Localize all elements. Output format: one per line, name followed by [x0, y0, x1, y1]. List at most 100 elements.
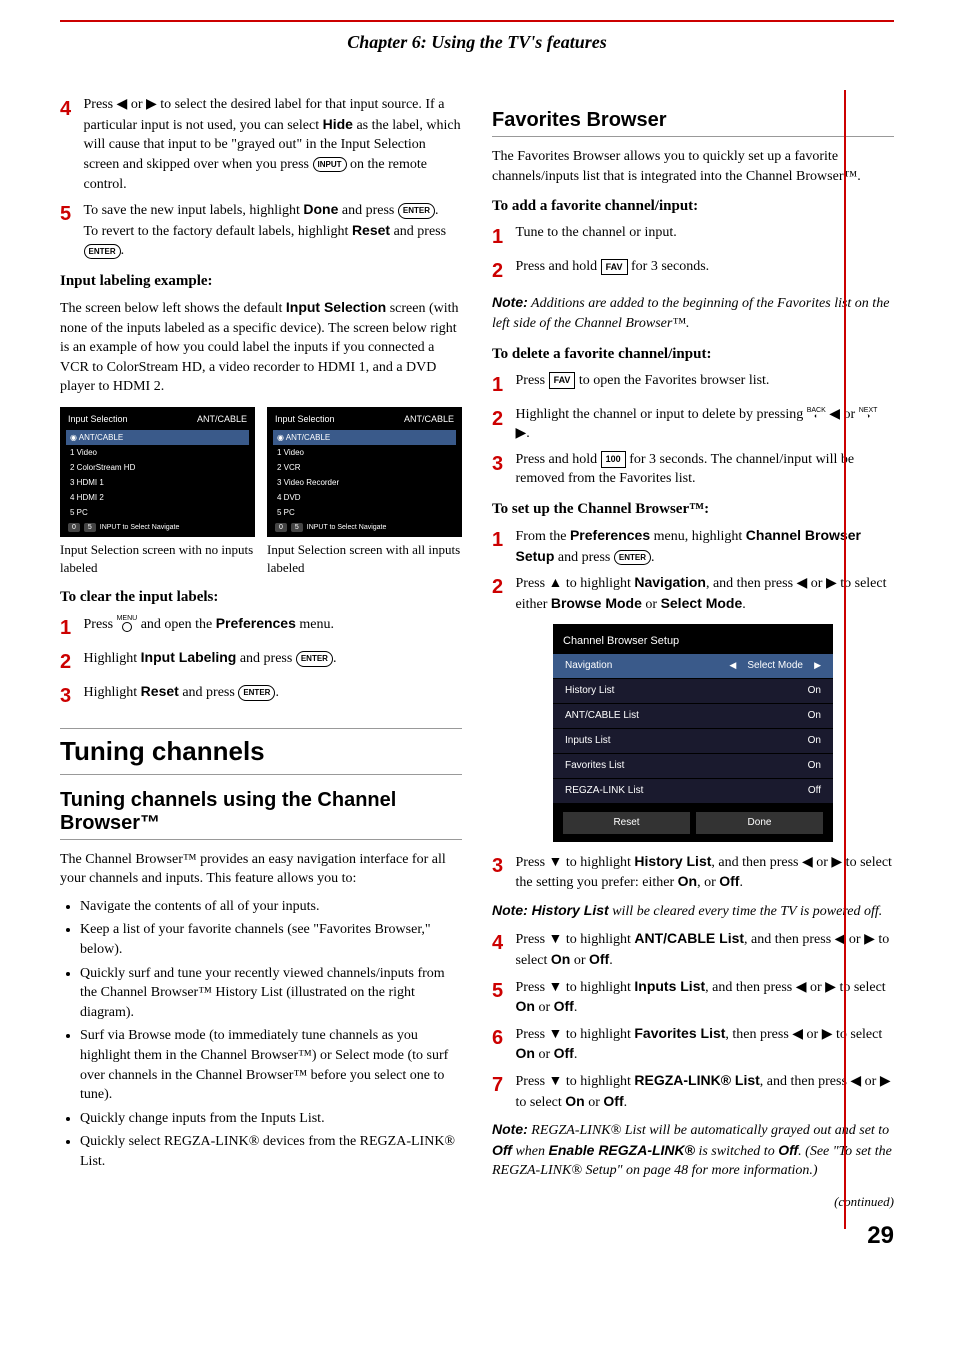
- menu-button-icon: MENU: [117, 616, 138, 635]
- text: .: [609, 953, 613, 968]
- menu-title: Channel Browser Setup: [553, 630, 833, 653]
- setup-browser-heading: To set up the Channel Browser™:: [492, 499, 894, 520]
- text: and open the: [137, 617, 216, 632]
- text: or: [570, 953, 589, 968]
- note-label: Note:: [492, 294, 528, 310]
- step-number: 7: [492, 1071, 512, 1099]
- menu-reset-button: Reset: [563, 812, 690, 834]
- text: Press ▼ to highlight: [516, 1027, 635, 1042]
- note-regzalink: Note: REGZA-LINK® List will be automatic…: [492, 1120, 894, 1181]
- setup-step-2: 2 Press ▲ to highlight Navigation, and t…: [492, 573, 894, 614]
- step-number: 2: [60, 648, 80, 676]
- reset-label: Reset: [352, 222, 390, 238]
- tuning-intro: The Channel Browser™ provides an easy na…: [60, 850, 462, 889]
- text: The screen below left shows the default: [60, 301, 286, 316]
- input-labeling-example-heading: Input labeling example:: [60, 271, 462, 292]
- on-label: On: [551, 951, 570, 967]
- history-list-label: History List: [634, 853, 711, 869]
- screenshot-footer: 05 INPUT to Select Navigate: [66, 523, 249, 533]
- done-label: Done: [303, 201, 338, 217]
- input-selection-screenshot-labeled: Input SelectionANT/CABLE ◉ ANT/CABLE 1 V…: [267, 407, 462, 537]
- navigation-label: Navigation: [634, 574, 706, 590]
- browse-mode-label: Browse Mode: [551, 595, 642, 611]
- note-label: Note:: [492, 1121, 528, 1137]
- add-step-1: 1 Tune to the channel or input.: [492, 223, 894, 251]
- continued-label: (continued): [492, 1193, 894, 1211]
- bullet: Quickly select REGZA-LINK® devices from …: [80, 1132, 462, 1171]
- input-button-icon: INPUT: [313, 157, 347, 172]
- step-number: 6: [492, 1024, 512, 1052]
- off-label: Off: [719, 873, 739, 889]
- antcable-list-label: ANT/CABLE List: [634, 930, 744, 946]
- text: for 3 seconds.: [628, 259, 710, 274]
- setup-step-7: 7 Press ▼ to highlight REGZA-LINK® List,…: [492, 1071, 894, 1112]
- regzalink-list-label: REGZA-LINK® List: [634, 1072, 759, 1088]
- step-number: 1: [492, 371, 512, 399]
- off-label: Off: [554, 998, 574, 1014]
- step-number: 2: [492, 405, 512, 433]
- text: Highlight: [84, 651, 141, 666]
- step-number: 3: [492, 852, 512, 880]
- step-number: 4: [60, 95, 80, 123]
- step-number: 1: [492, 223, 512, 251]
- menu-row-navigation: Navigation◀ Select Mode ▶: [553, 654, 833, 678]
- tuning-bullets: Navigate the contents of all of your inp…: [60, 897, 462, 1172]
- text: .: [574, 1047, 578, 1062]
- del-step-2: 2 Highlight the channel or input to dele…: [492, 405, 894, 444]
- screenshot-row: 4 DVD: [273, 490, 456, 505]
- screenshot-row: 1 Video: [273, 445, 456, 460]
- menu-row-regzalink: REGZA-LINK ListOff: [553, 779, 833, 803]
- on-label: On: [678, 873, 697, 889]
- menu-buttons: Reset Done: [553, 804, 833, 842]
- preferences-label: Preferences: [570, 527, 650, 543]
- tuning-channels-heading: Tuning channels: [60, 728, 462, 774]
- screenshot-title: Input Selection: [275, 413, 335, 426]
- note-text: will be cleared every time the TV is pow…: [609, 904, 883, 919]
- enter-button-icon: ENTER: [296, 651, 333, 666]
- text: .: [742, 597, 746, 612]
- step-4: 4 Press ◀ or ▶ to select the desired lab…: [60, 95, 462, 194]
- text: when: [512, 1144, 549, 1159]
- clear-step-2: 2 Highlight Input Labeling and press ENT…: [60, 648, 462, 676]
- screenshot-badge: ANT/CABLE: [197, 413, 247, 426]
- setup-step-1: 1 From the Preferences menu, highlight C…: [492, 526, 894, 567]
- off-label: Off: [554, 1045, 574, 1061]
- screenshot-row: 2 VCR: [273, 460, 456, 475]
- text: and press: [236, 651, 296, 666]
- screenshot-row: ◉ ANT/CABLE: [273, 430, 456, 445]
- note-text: Additions are added to the beginning of …: [492, 296, 889, 331]
- enter-button-icon: ENTER: [398, 203, 435, 218]
- step-5: 5 To save the new input labels, highligh…: [60, 200, 462, 261]
- text: menu, highlight: [650, 529, 746, 544]
- setup-step-6: 6 Press ▼ to highlight Favorites List, t…: [492, 1024, 894, 1065]
- text: Press: [84, 617, 117, 632]
- bullet: Keep a list of your favorite channels (s…: [80, 920, 462, 959]
- setup-step-3: 3 Press ▼ to highlight History List, and…: [492, 852, 894, 893]
- screenshot-row: 4 HDMI 2: [66, 490, 249, 505]
- bullet: Quickly change inputs from the Inputs Li…: [80, 1109, 462, 1129]
- step-number: 5: [60, 200, 80, 228]
- text: Press and hold: [516, 452, 601, 467]
- text: and press: [554, 550, 614, 565]
- tuning-subheading: Tuning channels using the Channel Browse…: [60, 789, 462, 840]
- screenshot-row: 5 PC: [273, 505, 456, 520]
- step-number: 3: [60, 682, 80, 710]
- hundred-button-icon: 100: [601, 451, 626, 468]
- text: Press ▼ to highlight: [516, 932, 635, 947]
- screenshot-caption: Input Selection screen with all inputs l…: [267, 541, 462, 577]
- add-favorite-heading: To add a favorite channel/input:: [492, 196, 894, 217]
- note-additions: Note: Additions are added to the beginni…: [492, 293, 894, 333]
- input-labeling-label: Input Labeling: [141, 649, 237, 665]
- text: or: [535, 1047, 554, 1062]
- text: .: [624, 1095, 628, 1110]
- bullet: Surf via Browse mode (to immediately tun…: [80, 1026, 462, 1104]
- text: and press: [338, 203, 398, 218]
- text: .: [739, 875, 743, 890]
- enter-button-icon: ENTER: [614, 550, 651, 565]
- hide-label: Hide: [323, 116, 353, 132]
- off-label: Off: [603, 1093, 623, 1109]
- fav-button-icon: FAV: [549, 372, 576, 389]
- menu-row-antcable: ANT/CABLE ListOn: [553, 704, 833, 728]
- menu-row-inputs: Inputs ListOn: [553, 729, 833, 753]
- page-number: 29: [492, 1219, 894, 1253]
